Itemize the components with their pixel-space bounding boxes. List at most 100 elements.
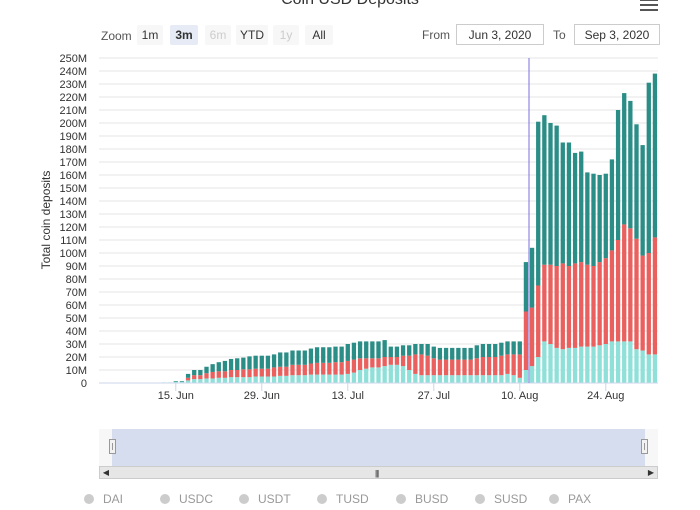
- bar-teal[interactable]: [333, 346, 338, 363]
- bar-light[interactable]: [511, 375, 516, 383]
- bar-red[interactable]: [652, 237, 658, 355]
- bar-red[interactable]: [566, 266, 572, 348]
- bar-light[interactable]: [222, 377, 228, 383]
- bar-red[interactable]: [622, 224, 627, 342]
- bar-light[interactable]: [628, 341, 633, 383]
- bar-teal[interactable]: [493, 344, 498, 357]
- bar-light[interactable]: [474, 375, 479, 383]
- bar-teal[interactable]: [192, 370, 197, 376]
- bar-red[interactable]: [345, 360, 350, 374]
- bar-teal[interactable]: [431, 346, 436, 359]
- bar-light[interactable]: [468, 375, 473, 383]
- bar-teal[interactable]: [523, 262, 529, 312]
- bar-teal[interactable]: [591, 173, 596, 266]
- bar-light[interactable]: [370, 367, 375, 383]
- bar-teal[interactable]: [517, 341, 522, 355]
- bar-light[interactable]: [523, 370, 529, 383]
- bar-teal[interactable]: [364, 341, 369, 359]
- bar-light[interactable]: [536, 357, 541, 383]
- bar-red[interactable]: [628, 228, 633, 342]
- bar-red[interactable]: [302, 364, 307, 376]
- bar-light[interactable]: [308, 374, 314, 383]
- bar-light[interactable]: [646, 354, 651, 383]
- bar-teal[interactable]: [228, 358, 234, 370]
- bar-red[interactable]: [468, 359, 473, 376]
- bar-light[interactable]: [333, 374, 338, 383]
- bar-teal[interactable]: [400, 345, 406, 356]
- bar-light[interactable]: [259, 376, 264, 384]
- bar-red[interactable]: [572, 263, 578, 348]
- bar-light[interactable]: [450, 375, 455, 383]
- bar-light[interactable]: [640, 350, 645, 384]
- bar-light[interactable]: [357, 370, 363, 383]
- bar-teal[interactable]: [345, 344, 350, 361]
- bar-light[interactable]: [327, 374, 332, 383]
- bar-light[interactable]: [376, 367, 381, 383]
- bar-light[interactable]: [456, 375, 461, 383]
- bar-teal[interactable]: [443, 347, 449, 360]
- scroll-right-arrow-icon[interactable]: ▶: [645, 467, 657, 478]
- bar-light[interactable]: [192, 379, 197, 383]
- bar-light[interactable]: [253, 376, 258, 384]
- bar-light[interactable]: [290, 375, 295, 383]
- bar-teal[interactable]: [376, 341, 381, 359]
- bar-light[interactable]: [652, 354, 658, 383]
- bar-light[interactable]: [302, 375, 307, 383]
- bar-red[interactable]: [419, 354, 424, 376]
- bar-teal[interactable]: [265, 355, 271, 369]
- bar-red[interactable]: [597, 262, 602, 346]
- bar-teal[interactable]: [290, 350, 295, 365]
- bar-light[interactable]: [615, 341, 621, 383]
- bar-light[interactable]: [572, 347, 578, 383]
- bar-teal[interactable]: [388, 346, 393, 357]
- zoom-3m-button[interactable]: 3m: [170, 25, 198, 45]
- bar-red[interactable]: [523, 311, 529, 371]
- bar-light[interactable]: [296, 375, 301, 383]
- bar-light[interactable]: [579, 346, 584, 383]
- bar-teal[interactable]: [259, 355, 264, 369]
- scroll-left-arrow-icon[interactable]: ◀: [100, 467, 112, 478]
- bar-red[interactable]: [327, 362, 332, 375]
- bar-red[interactable]: [493, 357, 498, 376]
- bar-red[interactable]: [321, 362, 326, 375]
- bar-teal[interactable]: [511, 341, 516, 355]
- bar-red[interactable]: [609, 250, 615, 342]
- bar-light[interactable]: [591, 346, 596, 383]
- bar-teal[interactable]: [419, 344, 424, 355]
- bar-red[interactable]: [585, 264, 590, 347]
- bar-red[interactable]: [333, 362, 338, 375]
- bar-teal[interactable]: [210, 364, 215, 372]
- bar-light[interactable]: [560, 349, 565, 383]
- bar-red[interactable]: [462, 359, 467, 376]
- bar-red[interactable]: [284, 366, 289, 376]
- bar-teal[interactable]: [394, 346, 400, 357]
- bar-teal[interactable]: [579, 151, 584, 263]
- bar-red[interactable]: [560, 263, 565, 350]
- bar-light[interactable]: [394, 364, 400, 383]
- bar-teal[interactable]: [216, 362, 221, 372]
- bar-teal[interactable]: [628, 100, 633, 229]
- bar-teal[interactable]: [560, 142, 565, 264]
- bar-teal[interactable]: [548, 123, 553, 265]
- bar-red[interactable]: [357, 358, 363, 370]
- bar-red[interactable]: [474, 358, 479, 376]
- bar-teal[interactable]: [173, 381, 178, 382]
- bar-light[interactable]: [351, 372, 357, 383]
- bar-light[interactable]: [585, 346, 590, 383]
- zoom-1y-button[interactable]: 1y: [273, 25, 299, 45]
- bar-red[interactable]: [314, 362, 320, 375]
- bar-red[interactable]: [216, 371, 221, 378]
- bar-light[interactable]: [462, 375, 467, 383]
- bar-teal[interactable]: [413, 344, 418, 355]
- bar-light[interactable]: [529, 366, 535, 383]
- bar-light[interactable]: [388, 364, 393, 383]
- bar-light[interactable]: [517, 377, 522, 383]
- bar-teal[interactable]: [321, 347, 326, 363]
- bar-light[interactable]: [609, 341, 615, 383]
- bar-teal[interactable]: [284, 352, 289, 367]
- bar-light[interactable]: [431, 375, 436, 383]
- bar-red[interactable]: [247, 369, 252, 378]
- bar-light[interactable]: [314, 374, 320, 383]
- legend-item-busd[interactable]: BUSD: [396, 492, 448, 506]
- bar-red[interactable]: [204, 373, 209, 379]
